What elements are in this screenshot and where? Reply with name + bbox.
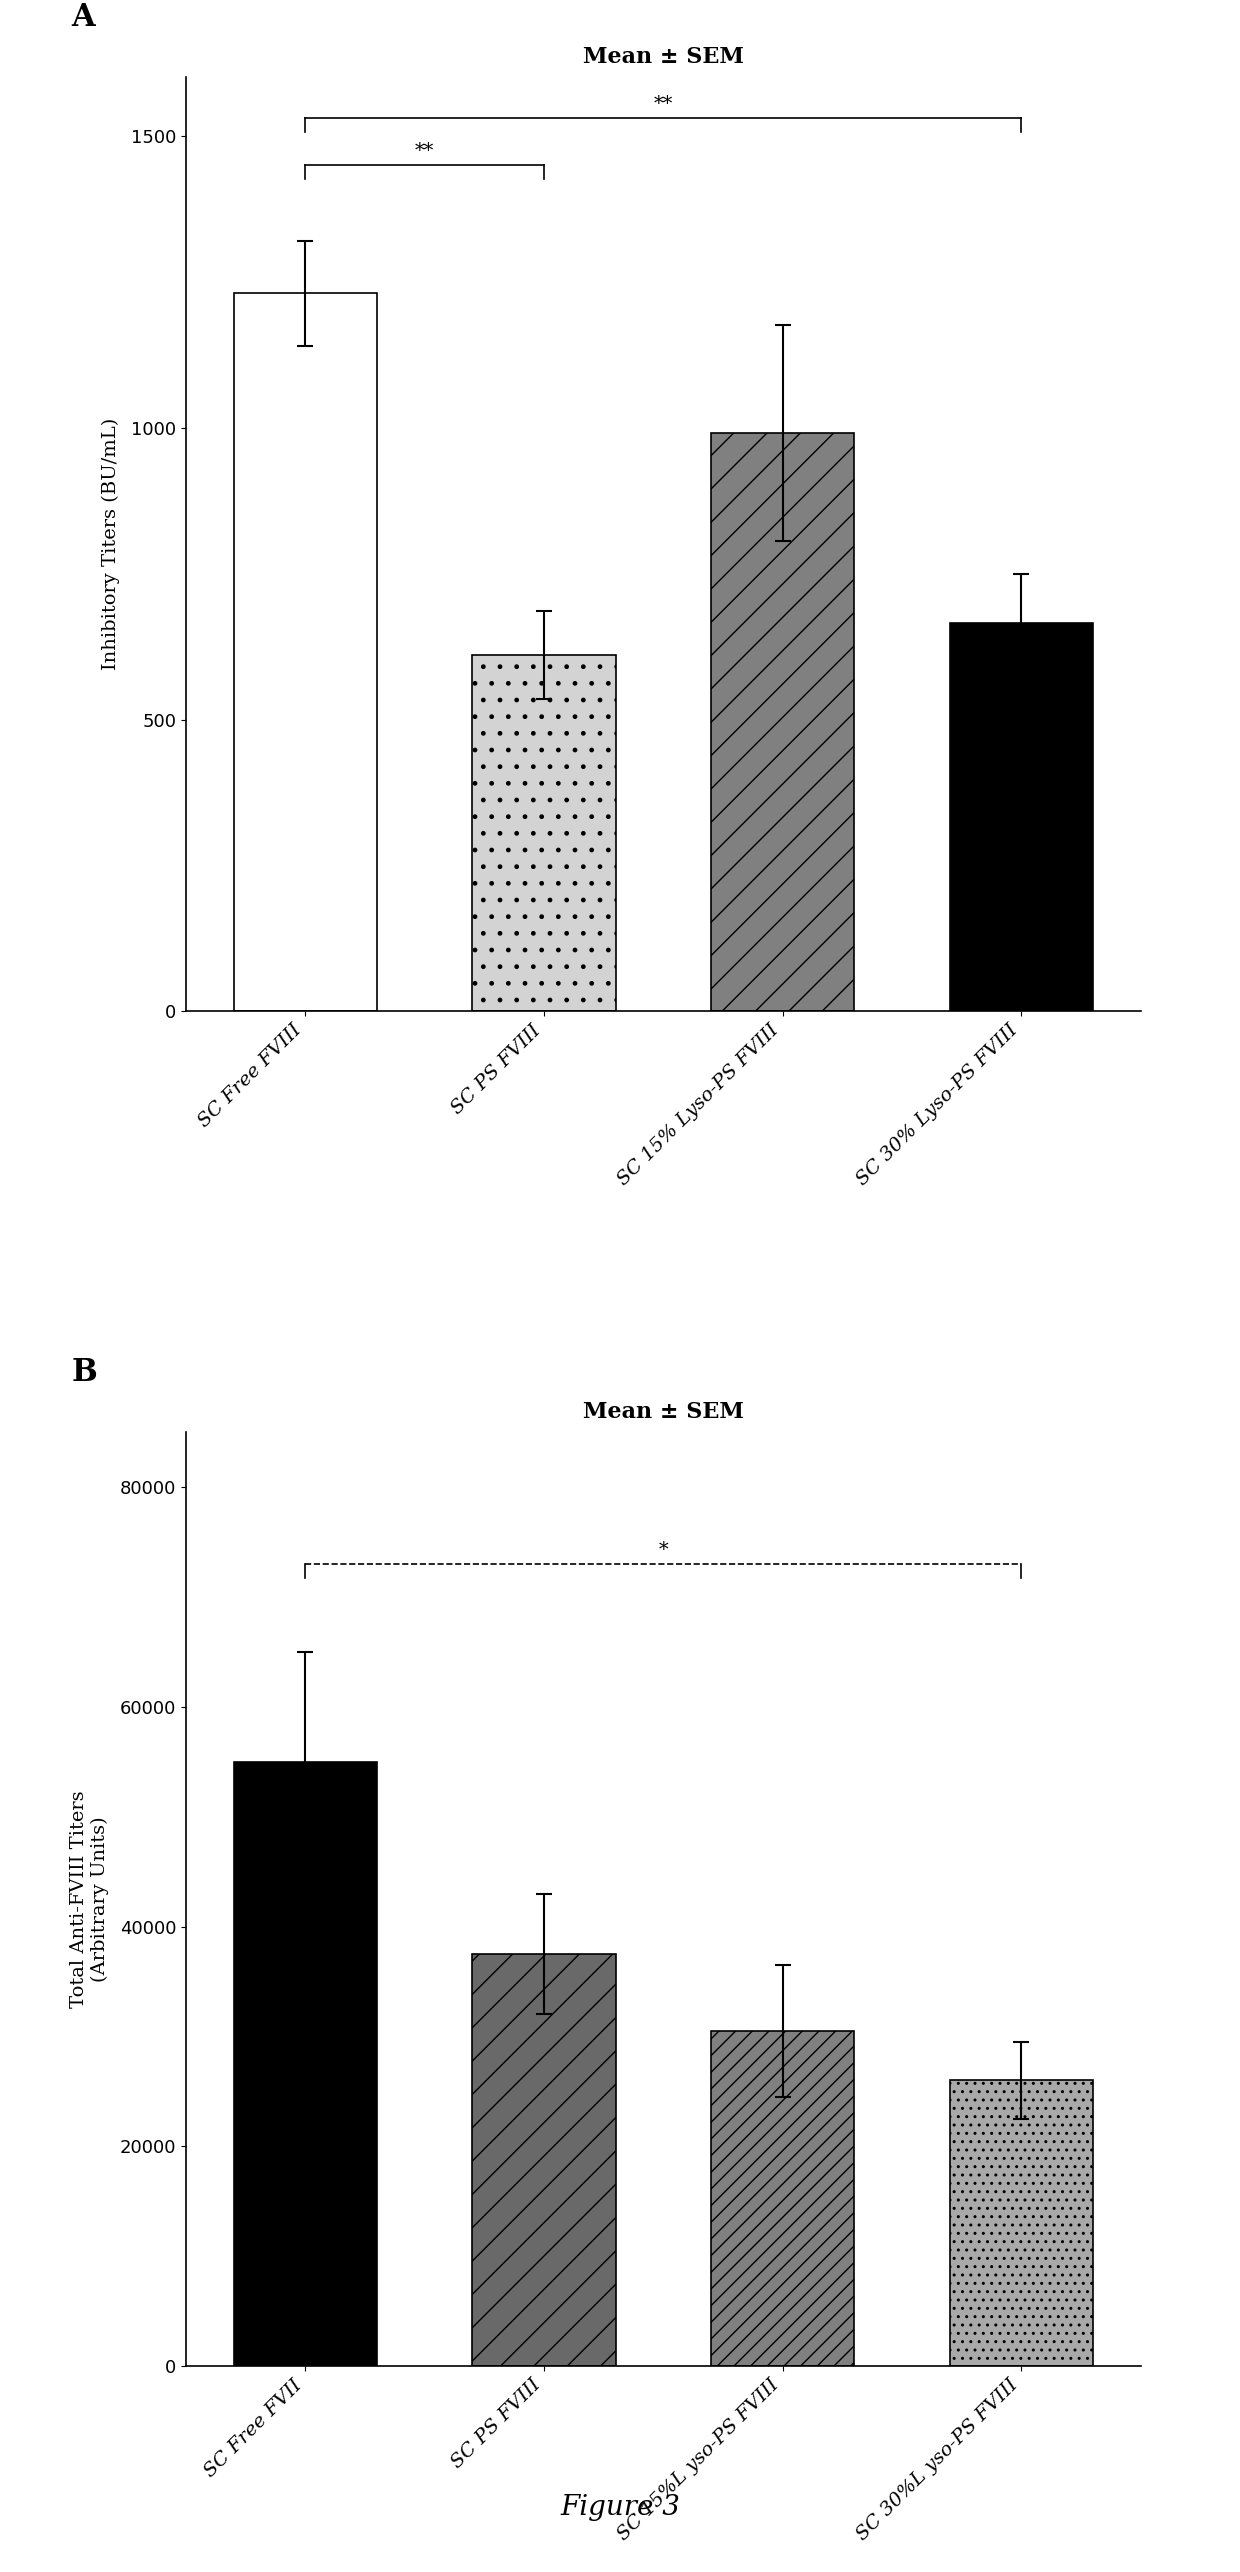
Text: **: ** — [415, 141, 434, 159]
Y-axis label: Total Anti-FVIII Titers
(Arbitrary Units): Total Anti-FVIII Titers (Arbitrary Units… — [69, 1790, 109, 2009]
Bar — [712, 432, 854, 1011]
Text: Figure 3: Figure 3 — [560, 2495, 680, 2521]
Bar — [233, 293, 377, 1011]
Title: Mean ± SEM: Mean ± SEM — [583, 46, 744, 69]
Bar — [472, 1955, 616, 2366]
Bar — [472, 656, 616, 1011]
Bar — [950, 622, 1094, 1011]
Bar — [950, 2081, 1094, 2366]
Title: Mean ± SEM: Mean ± SEM — [583, 1402, 744, 1422]
Text: **: ** — [653, 95, 673, 113]
Text: *: * — [658, 1541, 668, 1559]
Bar — [233, 1762, 377, 2366]
Text: A: A — [72, 3, 95, 33]
Bar — [712, 2032, 854, 2366]
Text: B: B — [72, 1358, 97, 1389]
Y-axis label: Inhibitory Titers (BU/mL): Inhibitory Titers (BU/mL) — [102, 419, 120, 671]
